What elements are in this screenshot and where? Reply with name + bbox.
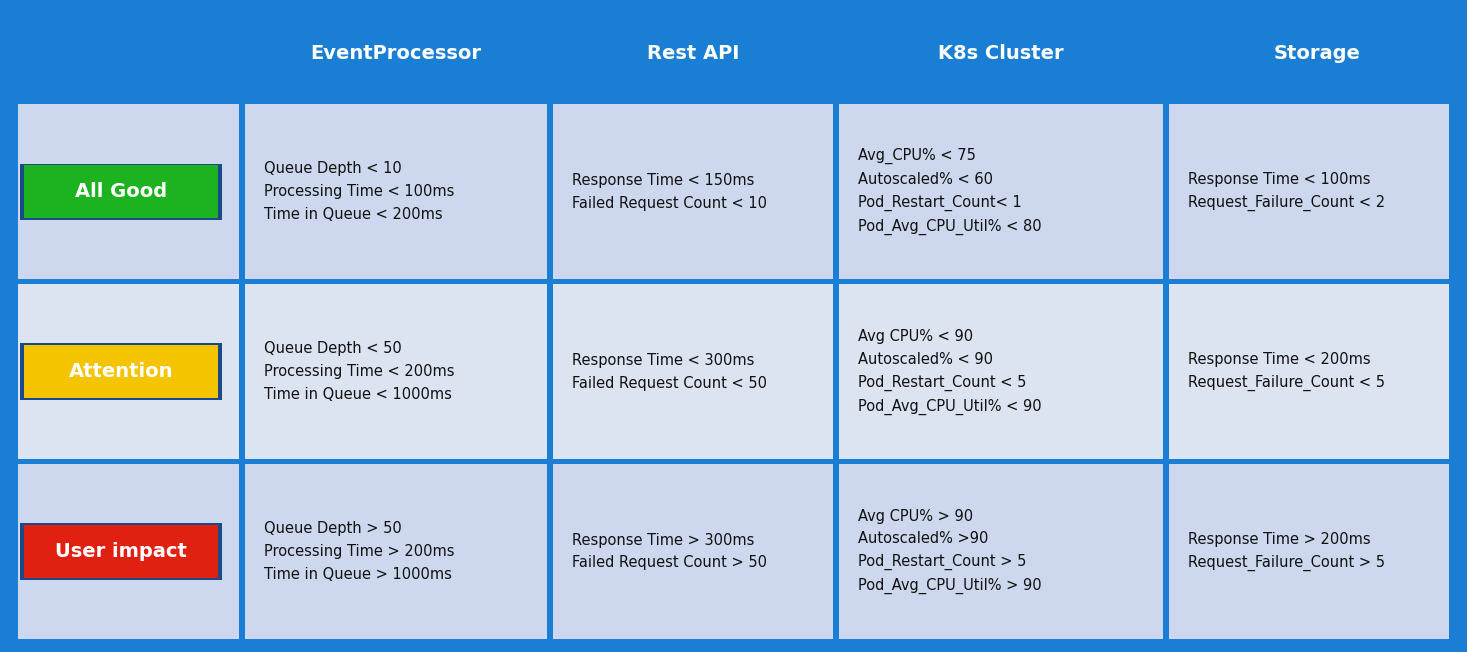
Bar [547, 464, 553, 639]
Bar [239, 284, 245, 459]
Text: Response Time < 200ms
Request_Failure_Count < 5: Response Time < 200ms Request_Failure_Co… [1188, 352, 1385, 391]
Text: Storage: Storage [1273, 44, 1360, 63]
Text: Response Time < 300ms
Failed Request Count < 50: Response Time < 300ms Failed Request Cou… [572, 353, 767, 391]
Bar [18, 464, 1449, 639]
Text: K8s Cluster: K8s Cluster [939, 44, 1064, 63]
Bar [23, 346, 219, 398]
Bar [21, 344, 223, 400]
Bar [833, 464, 839, 639]
Bar [23, 526, 219, 578]
Text: All Good: All Good [75, 182, 167, 201]
Text: Avg CPU% > 90
Autoscaled% >90
Pod_Restart_Count > 5
Pod_Avg_CPU_Util% > 90: Avg CPU% > 90 Autoscaled% >90 Pod_Restar… [858, 509, 1042, 595]
Text: Rest API: Rest API [647, 44, 739, 63]
Bar [18, 284, 1449, 459]
Text: Queue Depth < 10
Processing Time < 100ms
Time in Queue < 200ms: Queue Depth < 10 Processing Time < 100ms… [264, 162, 455, 222]
Bar [547, 104, 553, 279]
Bar [1163, 8, 1169, 99]
Text: Response Time < 150ms
Failed Request Count < 10: Response Time < 150ms Failed Request Cou… [572, 173, 767, 211]
Bar [833, 104, 839, 279]
Text: Avg CPU% < 90
Autoscaled% < 90
Pod_Restart_Count < 5
Pod_Avg_CPU_Util% < 90: Avg CPU% < 90 Autoscaled% < 90 Pod_Resta… [858, 329, 1042, 415]
Text: Queue Depth < 50
Processing Time < 200ms
Time in Queue < 1000ms: Queue Depth < 50 Processing Time < 200ms… [264, 342, 455, 402]
Bar [18, 104, 1449, 279]
Bar [239, 104, 245, 279]
Bar [21, 164, 223, 220]
Bar [239, 464, 245, 639]
Bar [1163, 284, 1169, 459]
Text: Queue Depth > 50
Processing Time > 200ms
Time in Queue > 1000ms: Queue Depth > 50 Processing Time > 200ms… [264, 522, 455, 582]
Bar [1163, 104, 1169, 279]
Bar [23, 166, 219, 218]
Bar [547, 284, 553, 459]
Text: EventProcessor: EventProcessor [311, 44, 481, 63]
Bar [833, 8, 839, 99]
Bar [1163, 464, 1169, 639]
Text: Response Time < 100ms
Request_Failure_Count < 2: Response Time < 100ms Request_Failure_Co… [1188, 172, 1385, 211]
Text: Avg_CPU% < 75
Autoscaled% < 60
Pod_Restart_Count< 1
Pod_Avg_CPU_Util% < 80: Avg_CPU% < 75 Autoscaled% < 60 Pod_Resta… [858, 148, 1042, 235]
Text: Response Time > 200ms
Request_Failure_Count > 5: Response Time > 200ms Request_Failure_Co… [1188, 532, 1385, 571]
Bar [18, 8, 1449, 99]
Text: User impact: User impact [56, 542, 186, 561]
Text: Response Time > 300ms
Failed Request Count > 50: Response Time > 300ms Failed Request Cou… [572, 533, 767, 570]
Bar [21, 524, 223, 580]
Bar [833, 284, 839, 459]
Bar [547, 8, 553, 99]
Bar [239, 8, 245, 99]
Text: Attention: Attention [69, 362, 173, 381]
